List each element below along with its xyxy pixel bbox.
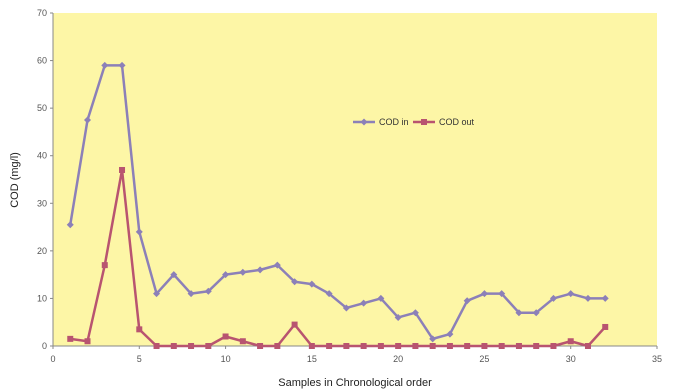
data-point-cod-out [515, 343, 522, 349]
data-point-cod-in [360, 299, 368, 307]
data-point-cod-in [187, 290, 195, 298]
data-point-cod-in [429, 335, 437, 343]
data-point-cod-out [550, 343, 557, 349]
data-point-cod-out [602, 323, 609, 330]
data-point-cod-out [291, 321, 298, 328]
legend-label-cod-in: COD in [379, 117, 409, 127]
data-point-cod-out [239, 338, 246, 345]
data-point-cod-in [446, 330, 454, 338]
data-point-cod-out [84, 338, 91, 345]
y-tick-label: 70 [37, 8, 47, 18]
y-tick-label: 40 [37, 151, 47, 161]
data-point-cod-out [377, 343, 384, 349]
data-point-cod-out [67, 335, 74, 342]
data-point-cod-in [463, 297, 471, 305]
data-point-cod-in [222, 271, 230, 279]
data-point-cod-in [532, 309, 540, 317]
data-point-cod-in [66, 221, 74, 229]
data-point-cod-out [205, 343, 212, 349]
x-tick-label: 30 [566, 354, 576, 364]
y-tick-label: 50 [37, 103, 47, 113]
data-point-cod-in [498, 290, 506, 298]
data-point-cod-out [360, 343, 367, 349]
y-tick-label: 0 [42, 341, 47, 351]
data-point-cod-out [412, 343, 419, 349]
data-point-cod-out [567, 338, 574, 345]
data-point-cod-in [153, 290, 161, 298]
data-point-cod-in [480, 290, 488, 298]
series-group [66, 61, 609, 349]
data-point-cod-in [549, 294, 557, 302]
x-tick-label: 15 [307, 354, 317, 364]
data-point-cod-in [118, 61, 126, 69]
data-point-cod-out [153, 343, 160, 349]
data-point-cod-out [446, 343, 453, 349]
y-tick-label: 10 [37, 293, 47, 303]
data-point-cod-in [325, 290, 333, 298]
legend: COD in COD out [353, 117, 475, 127]
data-point-cod-out [308, 343, 315, 349]
data-point-cod-in [342, 304, 350, 312]
data-point-cod-in [101, 61, 109, 69]
data-point-cod-out [170, 343, 177, 349]
data-point-cod-in [170, 271, 178, 279]
data-point-cod-out [429, 343, 436, 349]
data-point-cod-out [101, 262, 108, 269]
data-point-cod-out [533, 343, 540, 349]
data-point-cod-in [273, 261, 281, 269]
data-point-cod-out [584, 343, 591, 349]
data-point-cod-out [257, 343, 264, 349]
data-point-cod-out [136, 326, 143, 333]
y-axis-title: COD (mg/l) [9, 152, 21, 208]
data-point-cod-in [204, 287, 212, 295]
y-tick-label: 60 [37, 56, 47, 66]
data-point-cod-in [239, 268, 247, 276]
data-point-cod-in [567, 290, 575, 298]
x-tick-label: 0 [50, 354, 55, 364]
data-point-cod-in [411, 309, 419, 317]
x-tick-label: 10 [221, 354, 231, 364]
data-point-cod-in [601, 294, 609, 302]
legend-marker-cod-out [421, 119, 427, 125]
x-tick-label: 5 [137, 354, 142, 364]
data-point-cod-out [222, 333, 229, 340]
data-point-cod-in [308, 280, 316, 288]
data-point-cod-in [84, 116, 92, 124]
y-tick-label: 20 [37, 246, 47, 256]
x-axis: 0 5 10 15 20 25 30 35 [50, 346, 662, 364]
x-tick-label: 25 [479, 354, 489, 364]
x-tick-label: 35 [652, 354, 662, 364]
plot-area [53, 13, 657, 346]
data-point-cod-out [274, 343, 281, 349]
data-point-cod-out [481, 343, 488, 349]
legend-marker-cod-in [360, 118, 368, 126]
data-point-cod-out [464, 343, 471, 349]
series-line-cod-in [69, 64, 606, 341]
data-point-cod-in [291, 278, 299, 286]
data-point-cod-in [256, 266, 264, 274]
x-axis-title: Samples in Chronological order [278, 377, 432, 389]
data-point-cod-in [377, 294, 385, 302]
y-tick-label: 30 [37, 198, 47, 208]
x-tick-label: 20 [393, 354, 403, 364]
data-point-cod-in [135, 228, 143, 236]
data-point-cod-in [515, 309, 523, 317]
legend-label-cod-out: COD out [439, 117, 475, 127]
data-point-cod-out [343, 343, 350, 349]
data-point-cod-in [394, 313, 402, 321]
data-point-cod-out [188, 343, 195, 349]
data-point-cod-in [584, 294, 592, 302]
data-point-cod-out [395, 343, 402, 349]
data-point-cod-out [119, 166, 126, 173]
data-point-cod-out [498, 343, 505, 349]
data-point-cod-out [326, 343, 333, 349]
y-axis: 0 10 20 30 40 50 60 70 [37, 8, 53, 351]
